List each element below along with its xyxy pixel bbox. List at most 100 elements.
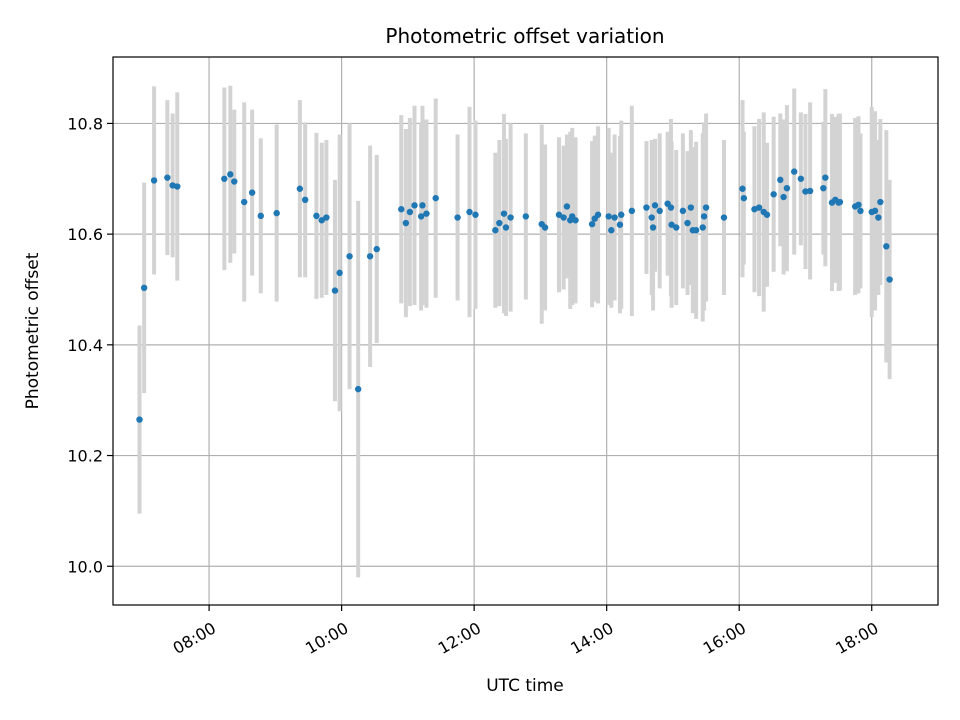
data-point (883, 243, 890, 250)
data-point (656, 207, 663, 215)
data-point (366, 253, 374, 260)
y-tick-label: 10.4 (67, 336, 103, 355)
data-point (248, 189, 256, 196)
data-point (806, 187, 814, 195)
y-tick-label: 10.8 (67, 114, 103, 133)
data-point (836, 198, 844, 206)
data-point (560, 214, 567, 221)
data-point (432, 194, 439, 202)
data-point (346, 253, 353, 260)
data-point (822, 174, 829, 181)
y-tick-label: 10.0 (67, 557, 103, 576)
data-point (739, 185, 746, 192)
data-point (651, 202, 659, 209)
data-point (164, 174, 171, 181)
data-point (541, 224, 549, 231)
data-point (628, 207, 636, 215)
data-point (331, 287, 339, 294)
data-point (296, 185, 304, 192)
y-axis: 10.0 10.2 10.4 10.6 10.8 (67, 114, 113, 576)
data-point (572, 217, 579, 224)
data-point (454, 214, 461, 221)
data-point (423, 210, 430, 217)
data-point (417, 213, 425, 220)
data-point (594, 211, 602, 218)
data-point (500, 210, 508, 217)
data-point (886, 276, 893, 283)
data-points (136, 168, 893, 423)
data-point (273, 209, 280, 217)
data-point (354, 385, 362, 393)
data-point (679, 207, 687, 215)
data-point (301, 196, 309, 204)
data-point (668, 221, 675, 228)
data-point (313, 212, 320, 220)
data-point (323, 214, 330, 221)
data-point (740, 194, 748, 202)
data-point (502, 224, 510, 231)
data-point (687, 204, 695, 211)
data-point (780, 193, 787, 201)
data-point (605, 213, 612, 220)
data-point (791, 168, 798, 175)
data-point (174, 183, 181, 190)
data-point (150, 177, 158, 184)
data-point (411, 202, 418, 209)
data-point (398, 206, 405, 213)
data-point (871, 207, 879, 215)
data-point (406, 208, 414, 216)
data-point (777, 176, 784, 184)
data-point (763, 211, 771, 218)
data-point (875, 214, 882, 221)
data-point (221, 175, 228, 182)
data-point (496, 219, 503, 227)
data-point (700, 213, 708, 220)
data-point (466, 208, 473, 216)
x-axis-title: UTC time (486, 676, 564, 696)
data-point (318, 217, 325, 224)
data-point (643, 204, 650, 211)
data-point (618, 211, 625, 218)
data-point (616, 221, 624, 228)
data-point (257, 212, 264, 220)
data-point (770, 191, 777, 198)
data-point (373, 245, 380, 253)
data-point (608, 227, 615, 234)
data-point (755, 204, 763, 211)
y-axis-title: Photometric offset (23, 252, 43, 409)
data-point (136, 416, 143, 423)
data-point (419, 202, 426, 209)
data-point (673, 224, 680, 231)
data-point (648, 214, 655, 221)
data-point (227, 171, 234, 178)
data-point (877, 198, 884, 206)
chart-title: Photometric offset variation (385, 24, 664, 48)
data-point (140, 284, 148, 292)
data-point (522, 213, 530, 220)
data-point (783, 184, 791, 192)
y-tick-label: 10.2 (67, 447, 103, 466)
data-point (702, 204, 710, 211)
plot-frame (112, 56, 939, 606)
data-point (507, 214, 514, 221)
data-point (241, 198, 248, 206)
data-point (555, 211, 563, 218)
y-tick-label: 10.6 (67, 225, 103, 244)
data-point (563, 203, 571, 210)
data-point (802, 188, 809, 195)
data-point (720, 214, 728, 221)
data-point (402, 219, 410, 227)
data-point (492, 227, 499, 234)
data-point (692, 227, 700, 234)
data-point (667, 204, 675, 211)
data-point (472, 211, 479, 218)
data-point (611, 214, 618, 221)
data-point (699, 224, 706, 231)
data-point (820, 184, 827, 192)
data-point (855, 201, 862, 208)
data-point (336, 269, 343, 277)
data-point (231, 178, 238, 185)
data-point (588, 220, 596, 228)
data-point (857, 207, 864, 215)
